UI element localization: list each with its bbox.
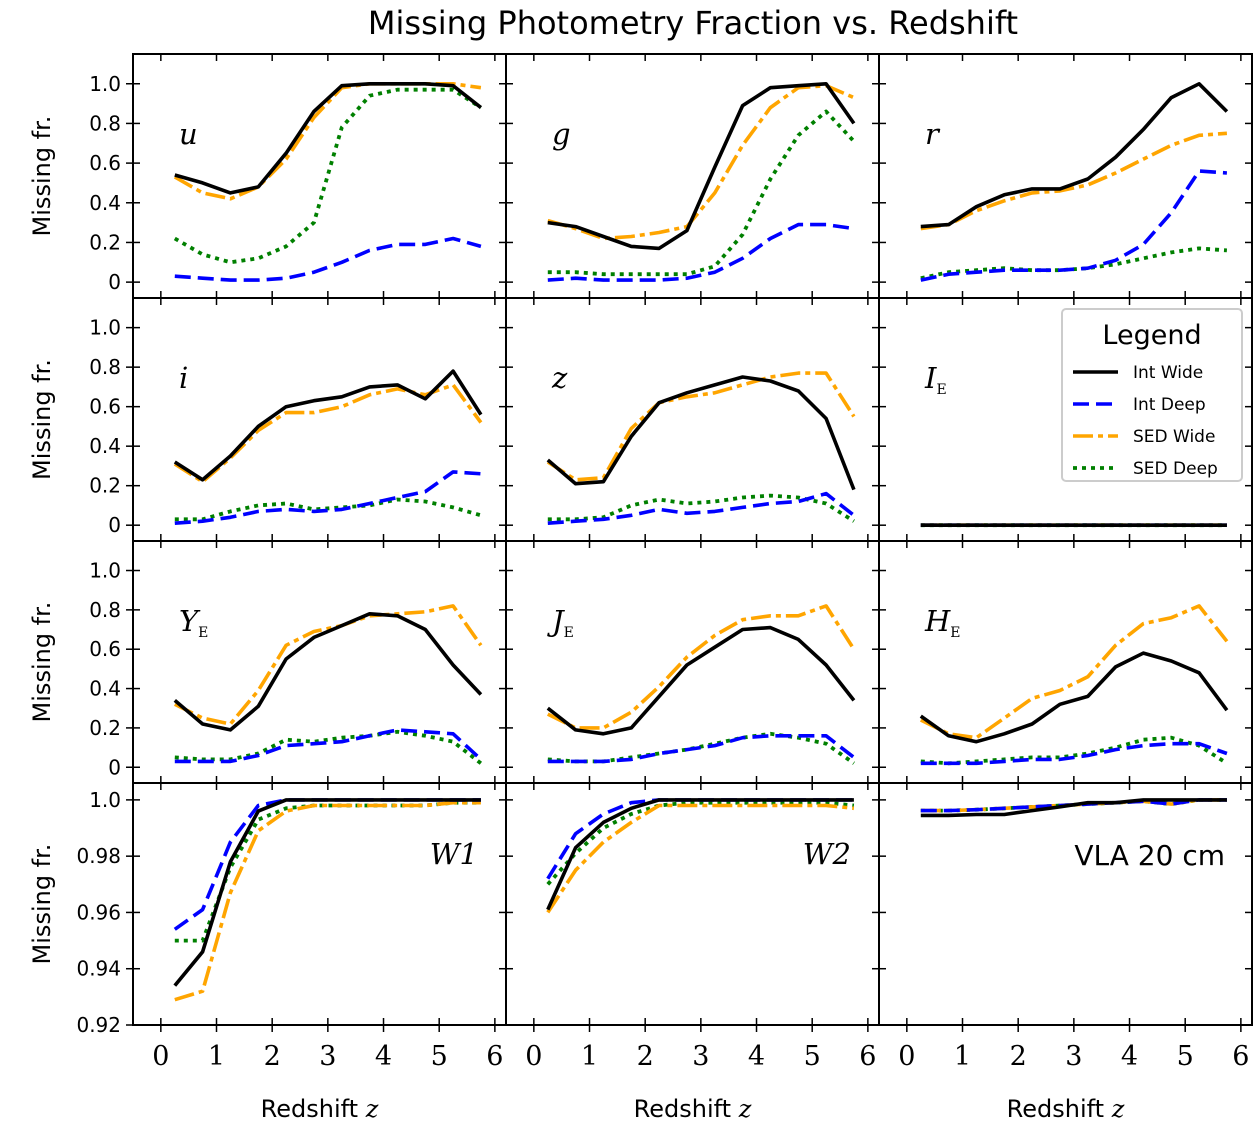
legend-entry: Int Wide xyxy=(1133,363,1203,383)
x-tick-label: 2 xyxy=(637,1041,654,1072)
panel-label: W2 xyxy=(803,837,851,871)
panel-label: VLA 20 cm xyxy=(1074,839,1225,872)
x-axis-label-text: Redshift xyxy=(634,1095,739,1123)
x-tick-label: 3 xyxy=(692,1041,709,1072)
x-axis-label-symbol: z xyxy=(738,1095,752,1123)
y-tick-label: 0.94 xyxy=(76,957,121,981)
y-tick-label: 0.96 xyxy=(76,900,121,924)
y-tick-label: 0.8 xyxy=(89,355,121,379)
y-tick-label: 0.4 xyxy=(89,191,121,215)
panel-label-main: W1 xyxy=(430,837,478,871)
panel-label-main: r xyxy=(925,117,941,151)
panel-label-main: i xyxy=(179,361,188,395)
y-tick-label: 0.8 xyxy=(89,598,121,622)
panel-label-main: I xyxy=(924,361,937,395)
x-tick-label: 1 xyxy=(954,1041,971,1072)
legend-title: Legend xyxy=(1102,320,1201,351)
panel-label: g xyxy=(552,117,571,151)
x-axis-label-symbol: z xyxy=(1111,1095,1125,1123)
x-tick-label: 1 xyxy=(208,1041,225,1072)
x-axis-label-text: Redshift xyxy=(1007,1095,1112,1123)
x-tick-label: 6 xyxy=(859,1041,876,1072)
y-axis-label: Missing fr. xyxy=(28,844,56,965)
y-tick-label: 0.2 xyxy=(89,474,121,498)
y-tick-label: 1.0 xyxy=(89,72,121,96)
x-axis-label: Redshift z xyxy=(634,1095,752,1123)
y-tick-label: 1.0 xyxy=(89,316,121,340)
panel-label-main: H xyxy=(924,604,951,638)
panel-label-main: W2 xyxy=(803,837,851,871)
y-tick-label: 0.6 xyxy=(89,637,121,661)
x-tick-label: 1 xyxy=(581,1041,598,1072)
x-tick-label: 4 xyxy=(748,1041,765,1072)
panel-label: r xyxy=(925,117,941,151)
x-axis-label-symbol: z xyxy=(365,1095,379,1123)
x-tick-label: 3 xyxy=(319,1041,336,1072)
panel-label: z xyxy=(551,361,568,395)
legend: Legend Int Wide Int Deep SED Wide SED Deep xyxy=(1062,309,1242,481)
y-tick-label: 0 xyxy=(108,513,121,537)
x-tick-label: 5 xyxy=(1177,1041,1194,1072)
y-tick-label: 0.2 xyxy=(89,230,121,254)
y-tick-label: 0 xyxy=(108,755,121,779)
y-tick-label: 1.0 xyxy=(89,788,121,812)
panel-label-main: u xyxy=(179,117,198,151)
panel-label-subscript: E xyxy=(198,625,208,641)
legend-entry: SED Deep xyxy=(1133,459,1218,479)
panel-label-main: g xyxy=(552,117,571,151)
y-tick-label: 0 xyxy=(108,270,121,294)
y-tick-label: 0.4 xyxy=(89,434,121,458)
x-axis-label-text: Redshift xyxy=(261,1095,366,1123)
panel-label: W1 xyxy=(430,837,478,871)
chart-title: Missing Photometry Fraction vs. Redshift xyxy=(368,4,1018,42)
x-tick-label: 6 xyxy=(1232,1041,1249,1072)
legend-entry: Int Deep xyxy=(1133,395,1206,415)
x-tick-label: 5 xyxy=(804,1041,821,1072)
panel-label: i xyxy=(179,361,188,395)
panel-label-subscript: E xyxy=(950,625,960,641)
x-axis-label: Redshift z xyxy=(261,1095,379,1123)
y-axis-label: Missing fr. xyxy=(28,116,56,237)
x-tick-label: 4 xyxy=(1121,1041,1138,1072)
x-tick-label: 3 xyxy=(1065,1041,1082,1072)
y-tick-label: 0.6 xyxy=(89,395,121,419)
x-tick-label: 5 xyxy=(431,1041,448,1072)
x-tick-label: 6 xyxy=(486,1041,503,1072)
y-tick-label: 0.8 xyxy=(89,111,121,135)
panel-label-main: z xyxy=(551,361,568,395)
x-tick-label: 2 xyxy=(1010,1041,1027,1072)
panel-label: u xyxy=(179,117,198,151)
y-axis-label: Missing fr. xyxy=(28,602,56,723)
y-tick-label: 0.4 xyxy=(89,677,121,701)
y-tick-label: 1.0 xyxy=(89,559,121,583)
x-tick-label: 2 xyxy=(264,1041,281,1072)
x-tick-label: 0 xyxy=(898,1041,915,1072)
x-tick-label: 0 xyxy=(152,1041,169,1072)
panel-label-subscript: E xyxy=(564,625,574,641)
y-tick-label: 0.98 xyxy=(76,844,121,868)
x-tick-label: 4 xyxy=(375,1041,392,1072)
x-tick-label: 0 xyxy=(525,1041,542,1072)
y-tick-label: 0.92 xyxy=(76,1013,121,1037)
legend-entry: SED Wide xyxy=(1133,427,1215,447)
panel-label-subscript: E xyxy=(936,382,946,398)
x-axis-label: Redshift z xyxy=(1007,1095,1125,1123)
y-tick-label: 0.2 xyxy=(89,716,121,740)
y-axis-label: Missing fr. xyxy=(28,359,56,480)
y-tick-label: 0.6 xyxy=(89,151,121,175)
